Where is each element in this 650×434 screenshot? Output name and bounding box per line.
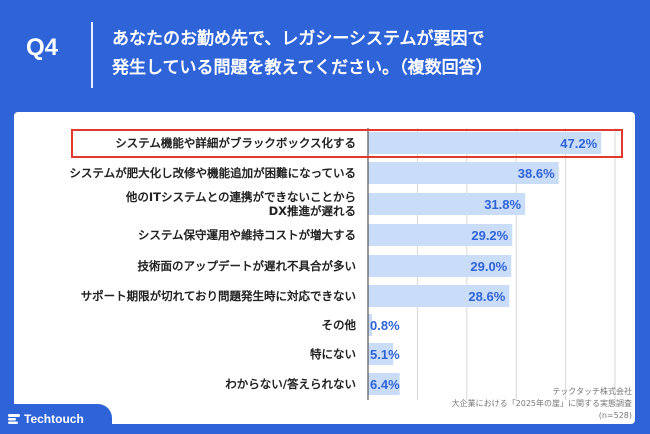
data-label: 0.8%	[370, 318, 400, 333]
question-header: Q4 あなたのお勤め先で、レガシーシステムが要因で 発生している問題を教えてくだ…	[0, 0, 650, 108]
source-company: テックタッチ株式会社	[552, 387, 632, 396]
bar	[368, 373, 400, 395]
category-label: 特にない	[310, 347, 356, 361]
category-label-line: DX推進が遅れる	[268, 204, 356, 218]
highlight-box	[71, 129, 623, 158]
category-label: システムが肥大化し改修や機能追加が困難になっている	[69, 166, 356, 180]
source-note: テックタッチ株式会社 大企業における「2025年の崖」に関する実態調査 (n=5…	[452, 386, 632, 422]
data-label: 6.4%	[370, 377, 400, 392]
sample-size: (n=528)	[598, 411, 632, 420]
data-label: 29.0%	[470, 259, 507, 274]
bar	[368, 255, 512, 277]
data-label: 47.2%	[560, 136, 597, 151]
category-label: 他のITシステムとの連携ができないことから DX推進が遅れる	[126, 190, 356, 218]
techtouch-logo-icon	[8, 414, 20, 424]
header-divider	[91, 22, 93, 88]
bar	[368, 285, 510, 307]
category-label: システム保守運用や維持コストが増大する	[137, 228, 356, 242]
bar	[368, 224, 513, 246]
category-label-line: 他のITシステムとの連携ができないことから	[125, 190, 356, 204]
question-title: あなたのお勤め先で、レガシーシステムが要因で 発生している問題を教えてください。…	[112, 25, 632, 83]
source-survey: 大企業における「2025年の崖」に関する実態調査	[451, 399, 632, 408]
bar	[368, 314, 372, 336]
category-label: わからない/答えられない	[225, 377, 356, 391]
data-label: 38.6%	[518, 166, 555, 181]
question-number: Q4	[26, 34, 59, 61]
bar	[368, 193, 526, 215]
bar	[368, 343, 394, 365]
bar	[368, 162, 559, 184]
category-label: その他	[321, 318, 357, 332]
question-title-line1: あなたのお勤め先で、レガシーシステムが要因で	[112, 29, 485, 49]
category-label: サポート期限が切れており問題発生時に対応できない	[80, 289, 356, 303]
brand-name: Techtouch	[24, 412, 84, 426]
data-label: 5.1%	[370, 347, 400, 362]
data-label: 31.8%	[484, 197, 521, 212]
data-label: 29.2%	[471, 228, 508, 243]
brand-logo: Techtouch	[0, 404, 112, 434]
bar	[368, 132, 602, 154]
category-label: 技術面のアップデートが遅れ不具合が多い	[137, 259, 357, 273]
question-title-line2: 発生している問題を教えてください。（複数回答）	[112, 58, 493, 78]
category-label: システム機能や詳細がブラックボックス化する	[115, 136, 356, 150]
data-label: 28.6%	[468, 289, 505, 304]
